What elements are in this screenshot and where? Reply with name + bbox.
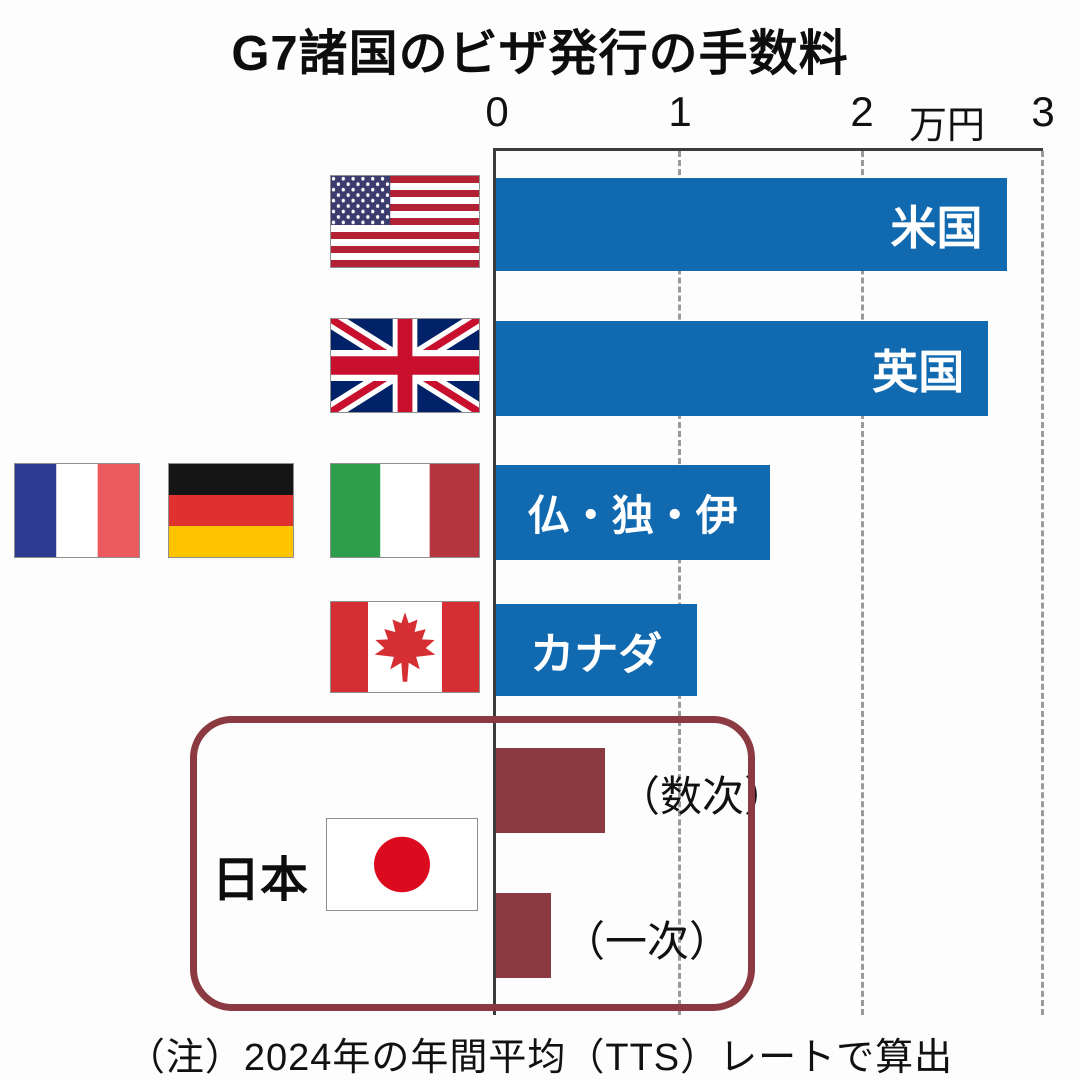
chart-title: G7諸国のビザ発行の手数料 — [231, 27, 849, 81]
us-flag-icon — [330, 175, 480, 268]
x-axis-tick-3: 3 — [1031, 88, 1055, 135]
bar-usa-label: 米国 — [890, 201, 983, 254]
bar-uk: 英国 — [496, 321, 989, 416]
x-axis-tick-1: 1 — [668, 88, 692, 135]
france-flag-icon — [14, 463, 140, 558]
canada-flag-icon — [330, 601, 480, 693]
gridline-2 — [860, 151, 864, 1015]
bar-japan-multiple-entry — [496, 748, 606, 833]
uk-flag-icon — [330, 318, 480, 413]
bar-canada: カナダ — [496, 604, 697, 696]
japan-label: 日本 — [212, 854, 309, 907]
bar-canada-label: カナダ — [530, 630, 663, 679]
x-axis-unit-label: 万円 — [908, 105, 986, 147]
japan-single-entry-label: （一次） — [563, 918, 732, 965]
footnote: （注）2024年の年間平均（TTS）レートで算出 — [126, 1037, 954, 1079]
bar-japan-single-entry — [496, 893, 551, 978]
bar-france-germany-italy: 仏・独・伊 — [496, 465, 770, 560]
japan-multiple-entry-label: （数次） — [618, 773, 787, 820]
germany-flag-icon — [168, 463, 294, 558]
bar-uk-label: 英国 — [872, 345, 965, 398]
bar-france-germany-italy-label: 仏・独・伊 — [527, 492, 738, 539]
japan-flag-icon — [326, 818, 478, 911]
bar-usa: 米国 — [496, 178, 1007, 271]
x-axis-tick-0: 0 — [485, 88, 509, 135]
gridline-1 — [678, 151, 682, 1015]
japan-group-box — [190, 716, 755, 1011]
x-axis-tick-2: 2 — [850, 88, 874, 135]
gridline-3 — [1040, 151, 1044, 1015]
plot-area: 米国 英国 仏・独・伊 カナダ （数次） （一次） — [493, 148, 1044, 1015]
italy-flag-icon — [330, 463, 480, 558]
